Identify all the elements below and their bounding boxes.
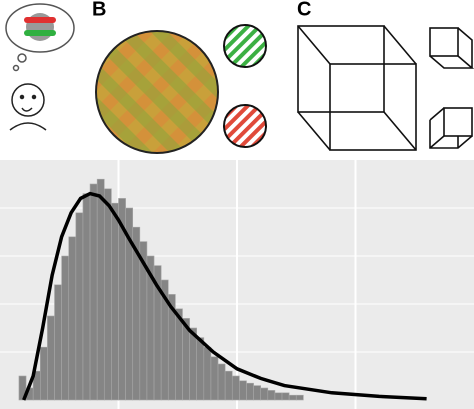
histogram-bar bbox=[68, 236, 77, 401]
histogram-bar bbox=[274, 392, 283, 401]
histogram-bar bbox=[288, 394, 297, 401]
histogram-bar bbox=[260, 387, 269, 401]
histogram-bar bbox=[203, 346, 212, 401]
histogram-bar bbox=[103, 188, 112, 401]
plaid-stimulus bbox=[95, 24, 267, 154]
histogram-bar bbox=[217, 363, 226, 401]
histogram-bar bbox=[111, 202, 119, 401]
histogram-bar bbox=[239, 380, 247, 401]
thinker-illustration bbox=[5, 3, 75, 131]
histogram-bar bbox=[231, 375, 240, 401]
histogram-bar bbox=[210, 356, 219, 401]
histogram-bar bbox=[47, 315, 55, 401]
histogram-bar bbox=[61, 255, 70, 401]
panel-label: B bbox=[92, 0, 106, 21]
histogram-bar bbox=[196, 337, 205, 401]
histogram-bar bbox=[224, 370, 233, 401]
panel-label: C bbox=[297, 0, 311, 21]
density-curve bbox=[22, 191, 427, 401]
histogram-bar bbox=[267, 390, 276, 401]
histogram-bar bbox=[82, 193, 91, 401]
histogram-bar bbox=[89, 183, 98, 401]
histogram-bar bbox=[281, 392, 290, 401]
histogram-bar bbox=[39, 346, 48, 401]
histogram-bar bbox=[54, 284, 62, 401]
necker-cubes bbox=[297, 25, 474, 151]
histogram-bar bbox=[96, 178, 105, 401]
histogram-bar bbox=[295, 394, 304, 401]
histogram-bar bbox=[253, 385, 261, 401]
histogram-bar bbox=[246, 382, 254, 401]
histogram-bar bbox=[189, 327, 198, 401]
histogram-bar bbox=[75, 212, 84, 401]
